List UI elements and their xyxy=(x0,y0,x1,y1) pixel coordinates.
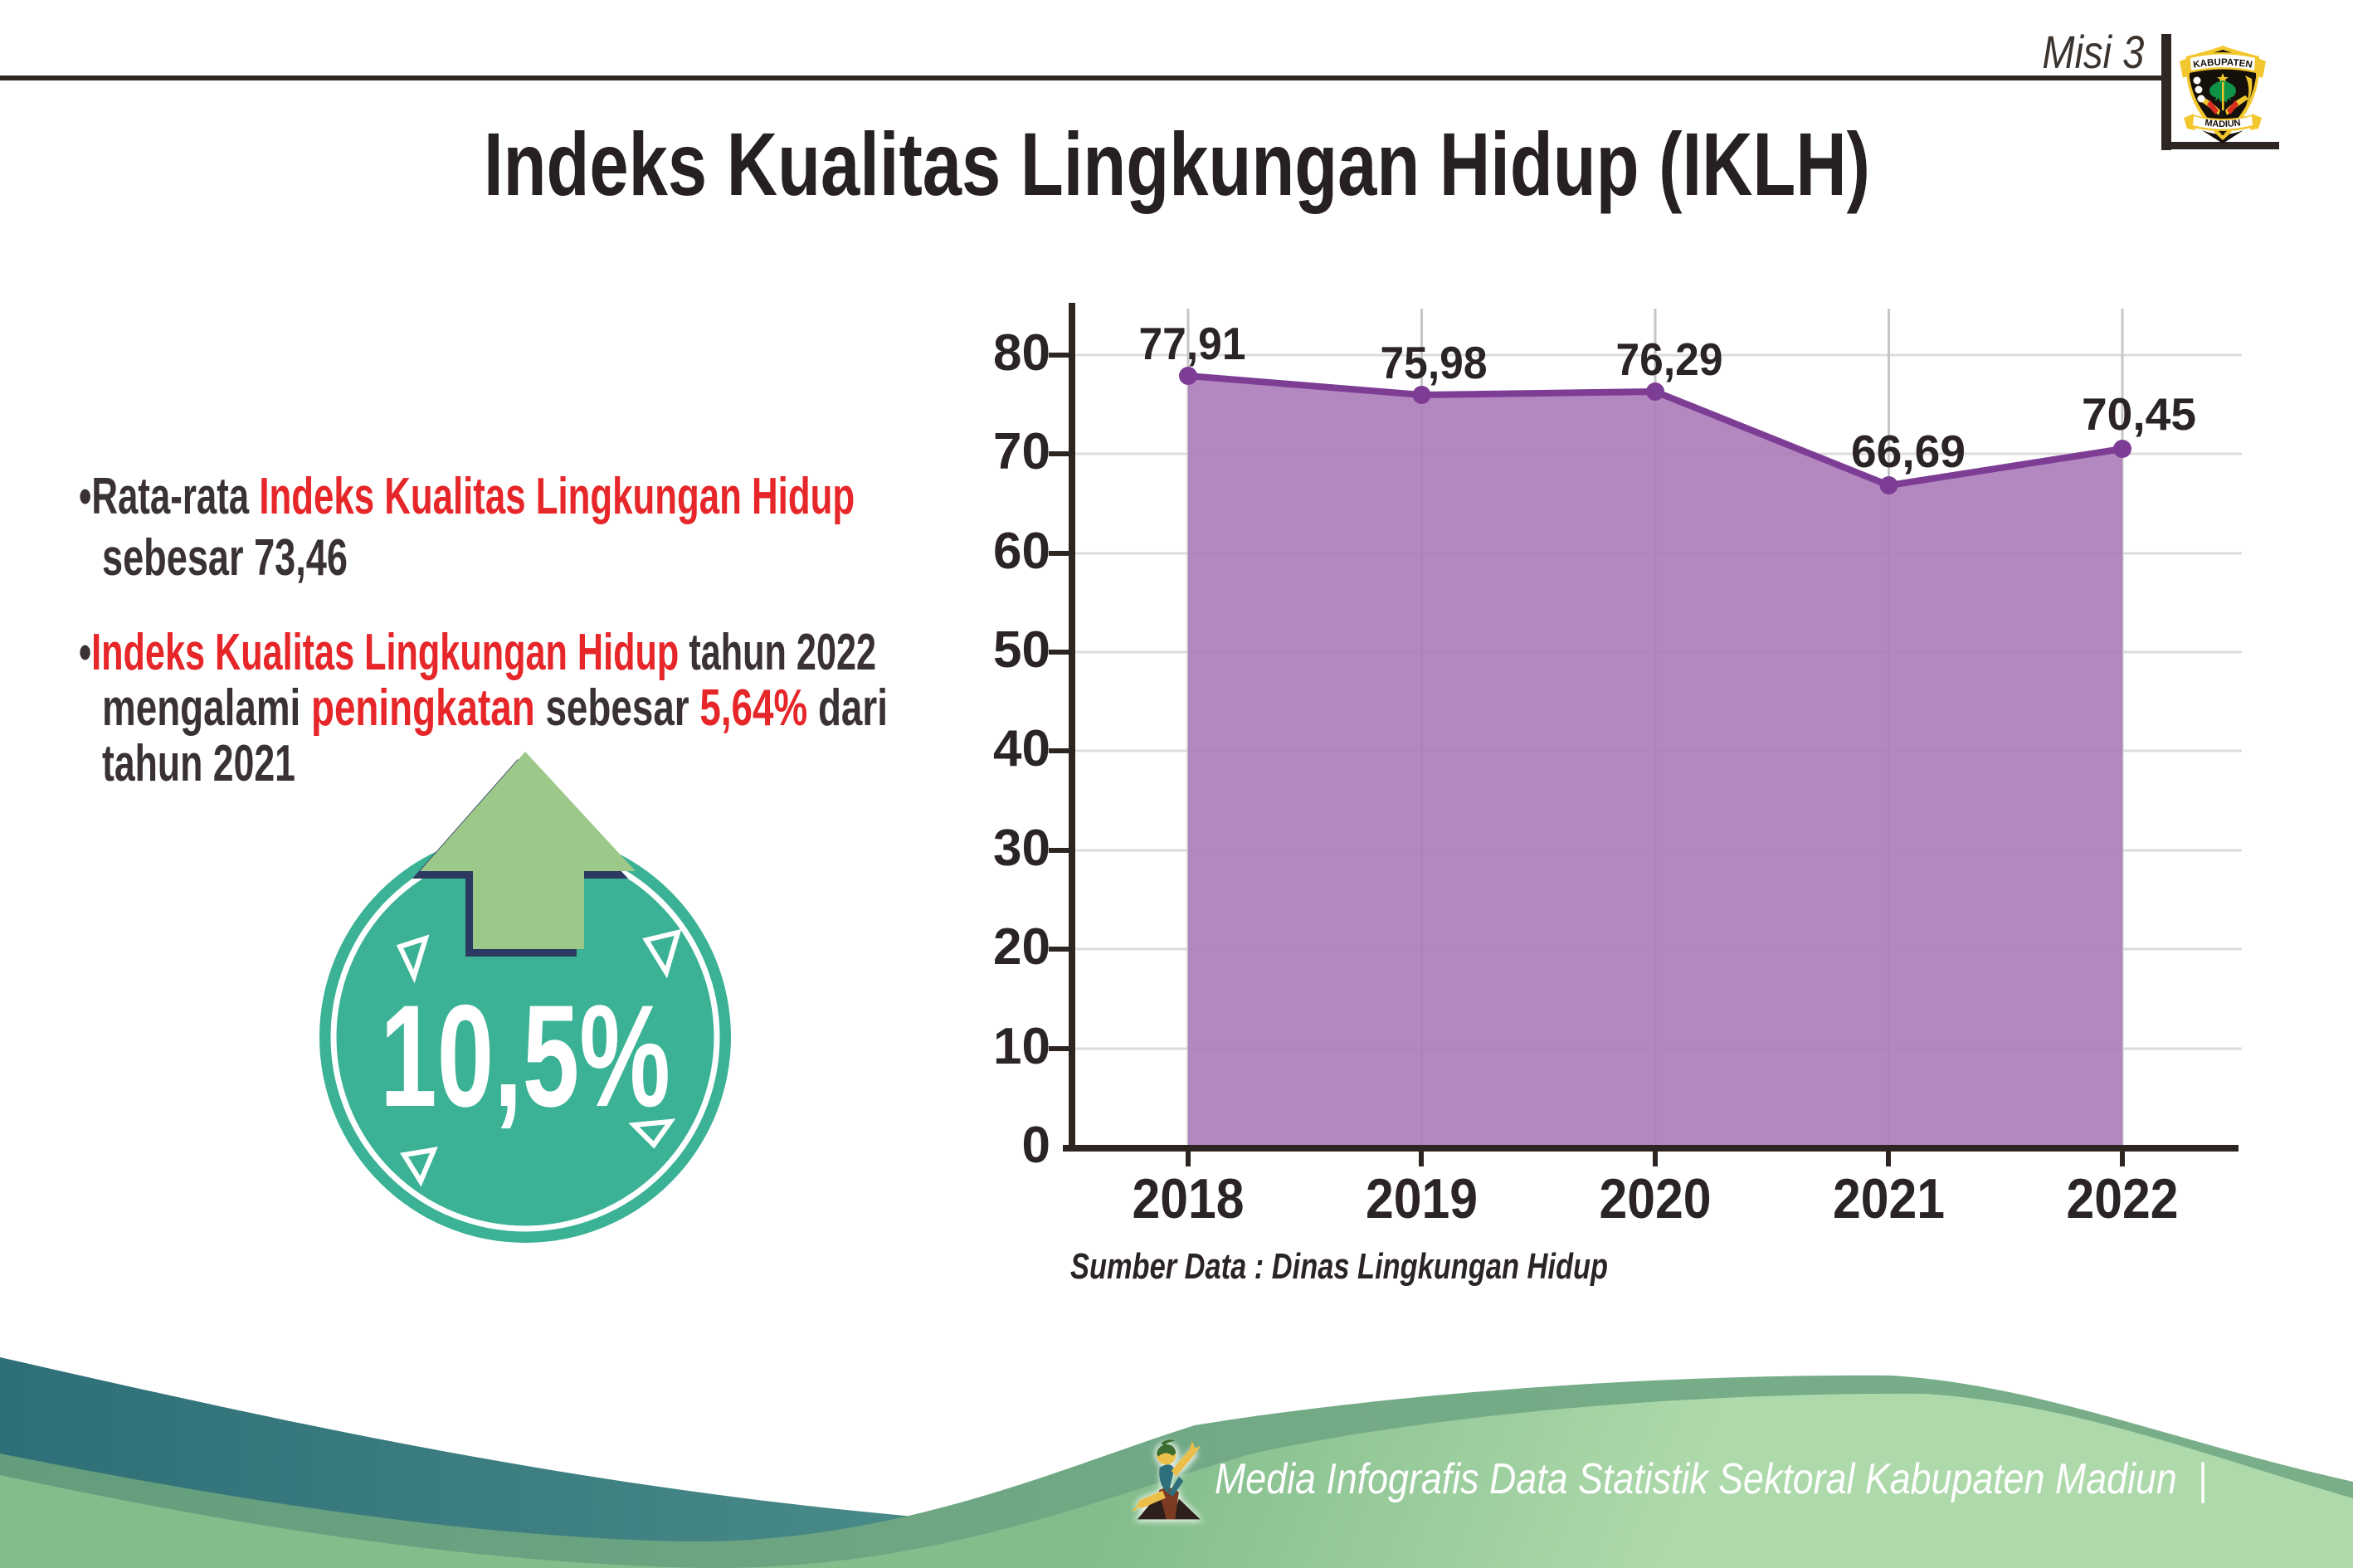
svg-text:2020: 2020 xyxy=(1600,1167,1712,1230)
svg-text:77,91: 77,91 xyxy=(1139,318,1246,369)
svg-text:50: 50 xyxy=(993,621,1050,679)
svg-text:0: 0 xyxy=(1022,1117,1050,1174)
svg-text:20: 20 xyxy=(993,918,1050,976)
svg-text:40: 40 xyxy=(993,720,1050,777)
svg-text:76,29: 76,29 xyxy=(1616,334,1723,385)
svg-text:10,5%: 10,5% xyxy=(380,976,670,1137)
svg-text:60: 60 xyxy=(993,523,1050,580)
svg-text:Sumber Data : Dinas Lingkungan: Sumber Data : Dinas Lingkungan Hidup xyxy=(1070,1246,1608,1287)
svg-text:2018: 2018 xyxy=(1133,1167,1245,1230)
svg-text:KABUPATEN: KABUPATEN xyxy=(2192,57,2253,70)
svg-text:66,69: 66,69 xyxy=(1851,426,1966,477)
svg-text:2021: 2021 xyxy=(1833,1167,1945,1230)
svg-text:80: 80 xyxy=(993,324,1050,382)
svg-text:30: 30 xyxy=(993,820,1050,877)
svg-text:2019: 2019 xyxy=(1366,1167,1478,1230)
svg-text:70: 70 xyxy=(993,423,1050,480)
svg-text:MADIUN: MADIUN xyxy=(2204,118,2242,129)
svg-text:75,98: 75,98 xyxy=(1381,337,1488,388)
svg-text:10: 10 xyxy=(993,1018,1050,1075)
svg-text:70,45: 70,45 xyxy=(2082,388,2196,440)
svg-text:2022: 2022 xyxy=(2067,1167,2179,1230)
